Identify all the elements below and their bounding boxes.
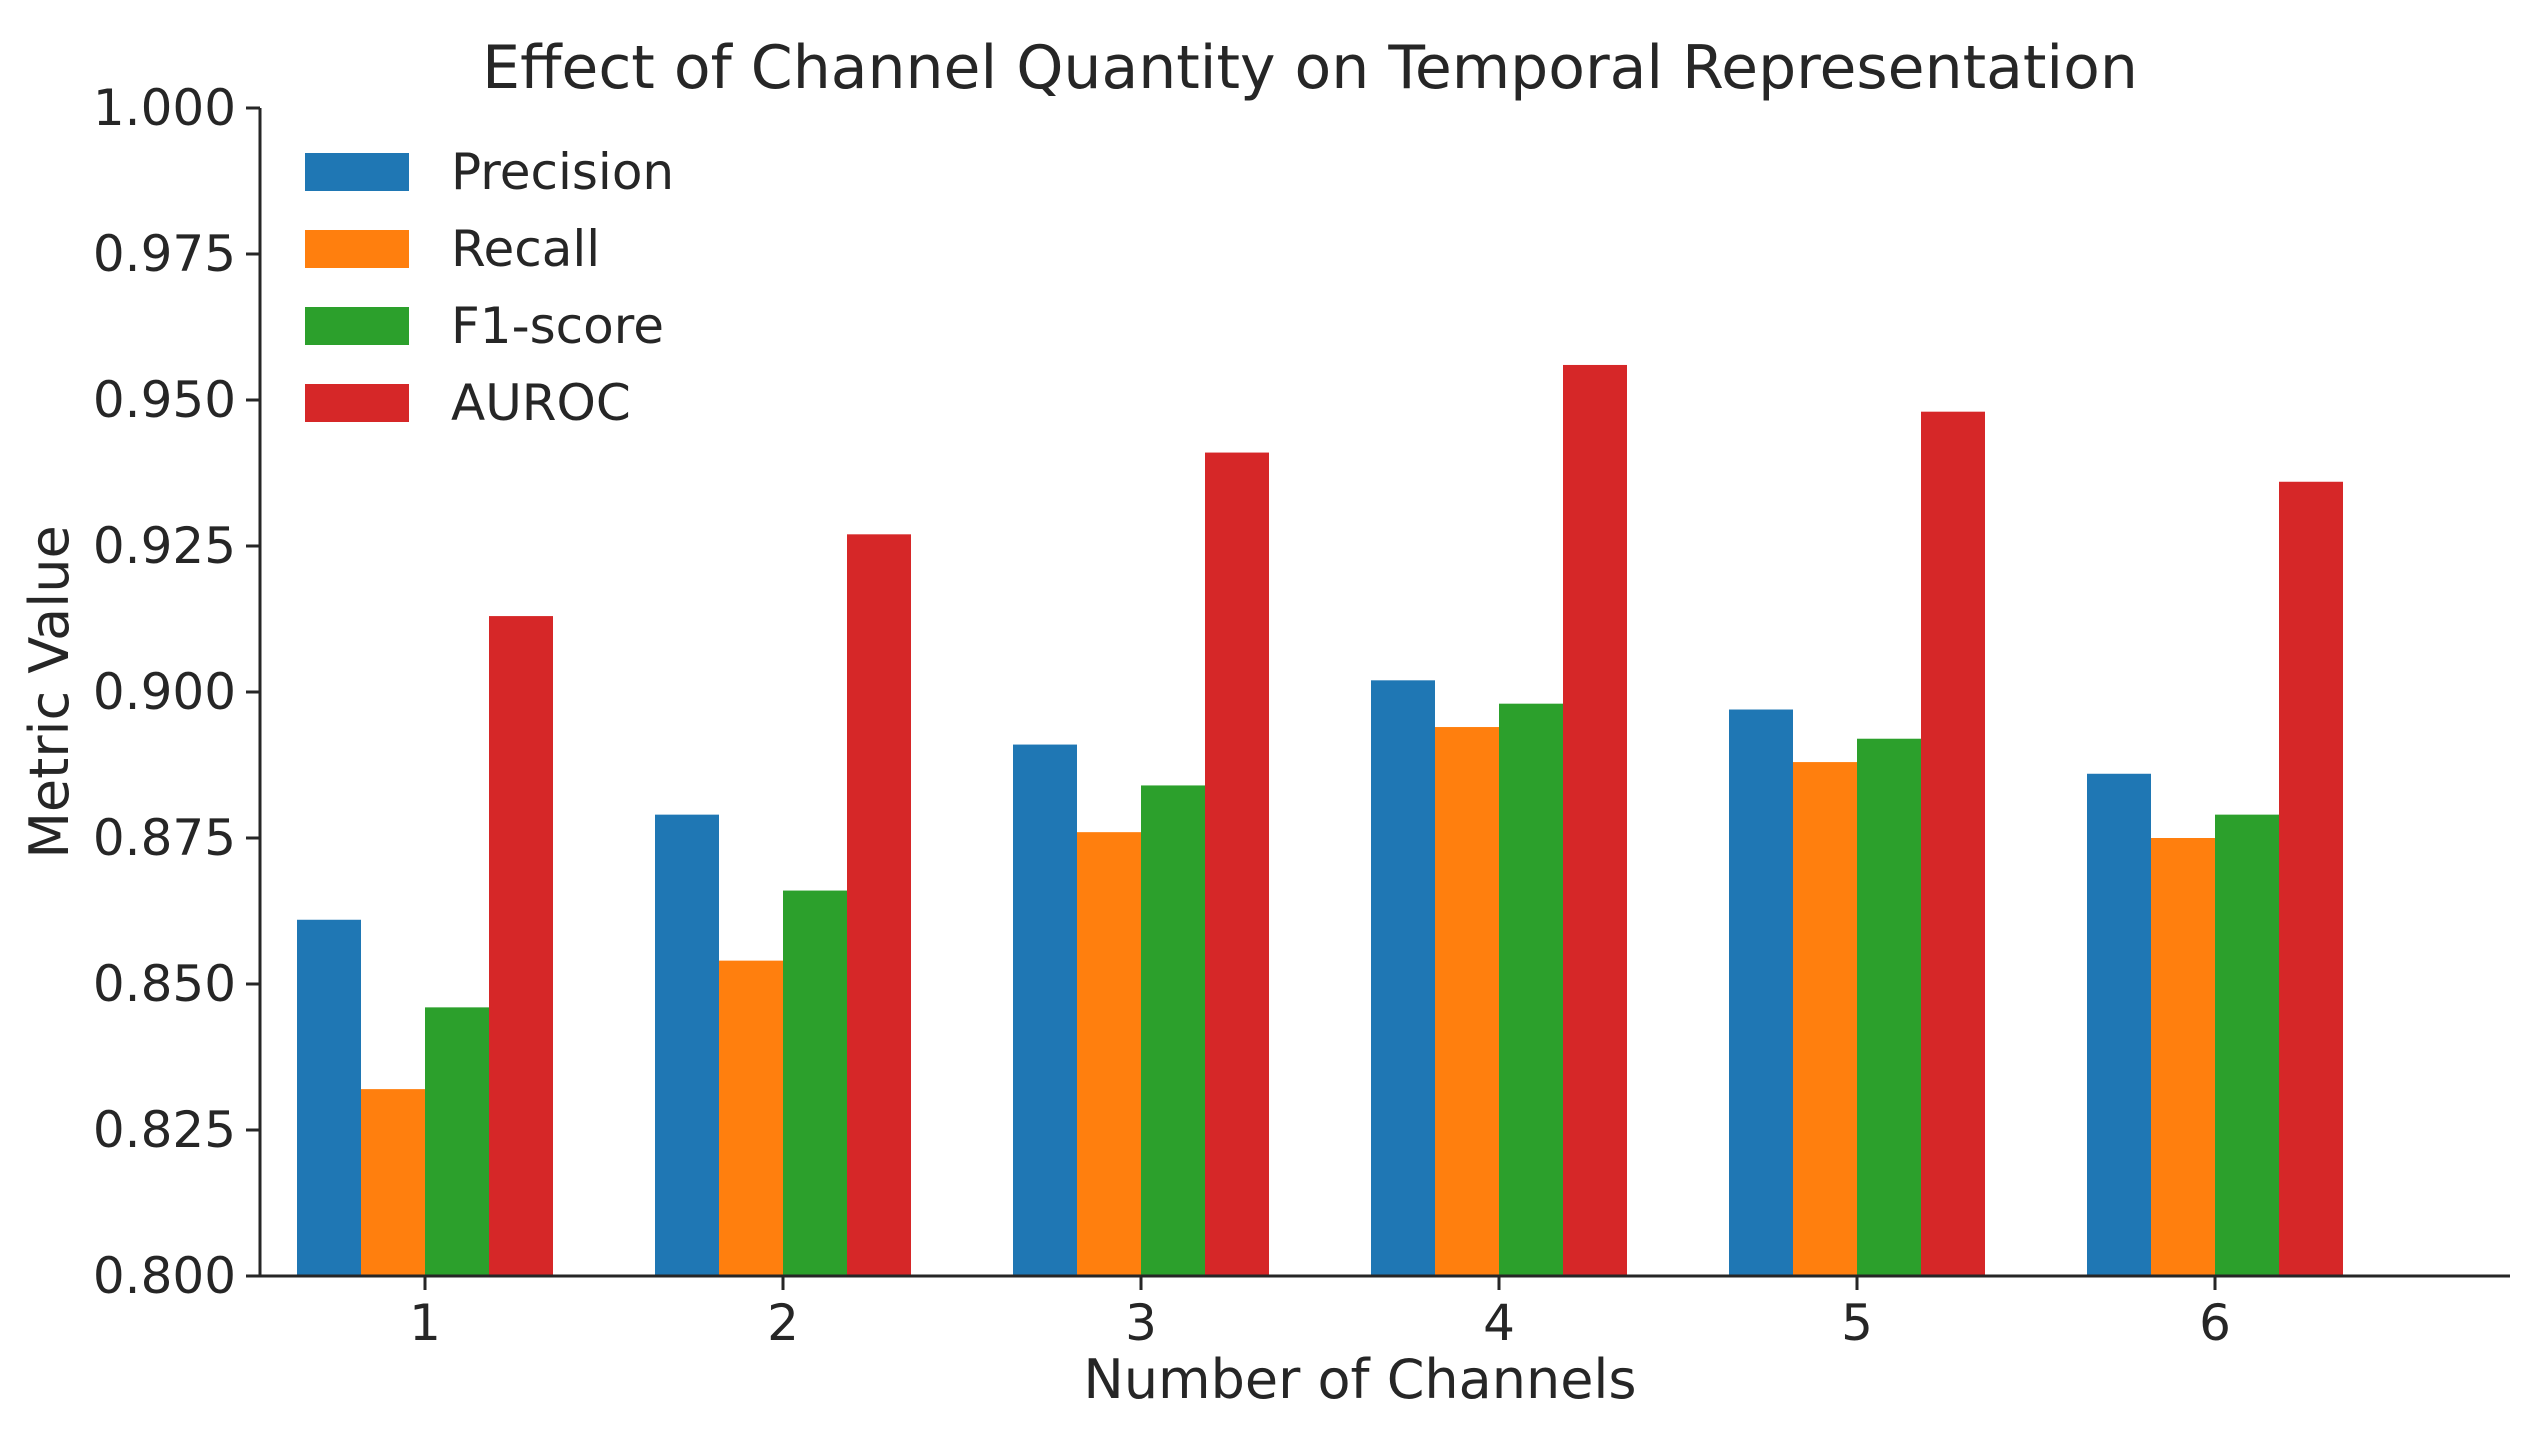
legend-label-precision: Precision [451, 143, 674, 201]
legend-swatch-precision [305, 153, 409, 191]
bar-recall-4 [1435, 727, 1499, 1276]
legend-swatch-f1-score [305, 307, 409, 345]
y-tick-label: 0.800 [93, 1247, 236, 1305]
y-tick-label: 0.950 [93, 371, 236, 429]
bar-precision-2 [655, 814, 719, 1276]
bar-precision-4 [1371, 680, 1435, 1276]
legend-swatch-recall [305, 230, 409, 268]
chart-title: Effect of Channel Quantity on Temporal R… [482, 33, 2138, 103]
x-tick-label: 5 [1841, 1294, 1873, 1352]
x-axis-label: Number of Channels [1083, 1348, 1636, 1411]
y-tick-label: 0.825 [93, 1101, 236, 1159]
legend-swatch-auroc [305, 384, 409, 422]
bar-recall-5 [1793, 762, 1857, 1276]
y-axis-label: Metric Value [18, 525, 81, 858]
axes: 0.800 0.825 0.850 0.875 0.900 0.925 0.950 0.975… [93, 79, 2510, 1352]
x-tick-label: 2 [767, 1294, 799, 1352]
x-tick-label: 6 [2199, 1294, 2231, 1352]
bar-precision-1 [297, 919, 361, 1276]
bar-auroc-6 [2279, 481, 2343, 1276]
legend-label-auroc: AUROC [451, 374, 631, 432]
y-tick-label: 0.875 [93, 809, 236, 867]
bar-precision-6 [2087, 773, 2151, 1276]
y-tick-label: 0.850 [93, 955, 236, 1013]
bar-f1-score-4 [1499, 703, 1563, 1276]
bar-recall-6 [2151, 838, 2215, 1276]
bar-auroc-2 [847, 534, 911, 1276]
legend-label-f1-score: F1-score [451, 297, 664, 355]
bar-auroc-3 [1205, 452, 1269, 1276]
bar-auroc-1 [489, 616, 553, 1276]
bar-precision-3 [1013, 744, 1077, 1276]
plot-area [297, 364, 2343, 1277]
bar-f1-score-6 [2215, 814, 2279, 1276]
y-tick-label: 0.975 [93, 225, 236, 283]
bar-f1-score-2 [783, 890, 847, 1276]
bar-recall-3 [1077, 832, 1141, 1276]
x-tick-label: 4 [1483, 1294, 1515, 1352]
legend-label-recall: Recall [451, 220, 600, 278]
bar-f1-score-3 [1141, 785, 1205, 1276]
bar-auroc-4 [1563, 364, 1627, 1277]
x-tick-label: 1 [409, 1294, 441, 1352]
bar-f1-score-5 [1857, 738, 1921, 1276]
bar-recall-2 [719, 960, 783, 1276]
bar-precision-5 [1729, 709, 1793, 1276]
bar-f1-score-1 [425, 1007, 489, 1276]
x-tick-label: 3 [1125, 1294, 1157, 1352]
bar-recall-1 [361, 1089, 425, 1276]
y-tick-label: 0.925 [93, 517, 236, 575]
bar-auroc-5 [1921, 411, 1985, 1276]
legend: Precision Recall F1-score AUROC [305, 143, 674, 432]
y-tick-label: 0.900 [93, 663, 236, 721]
y-tick-label: 1.000 [93, 79, 236, 137]
